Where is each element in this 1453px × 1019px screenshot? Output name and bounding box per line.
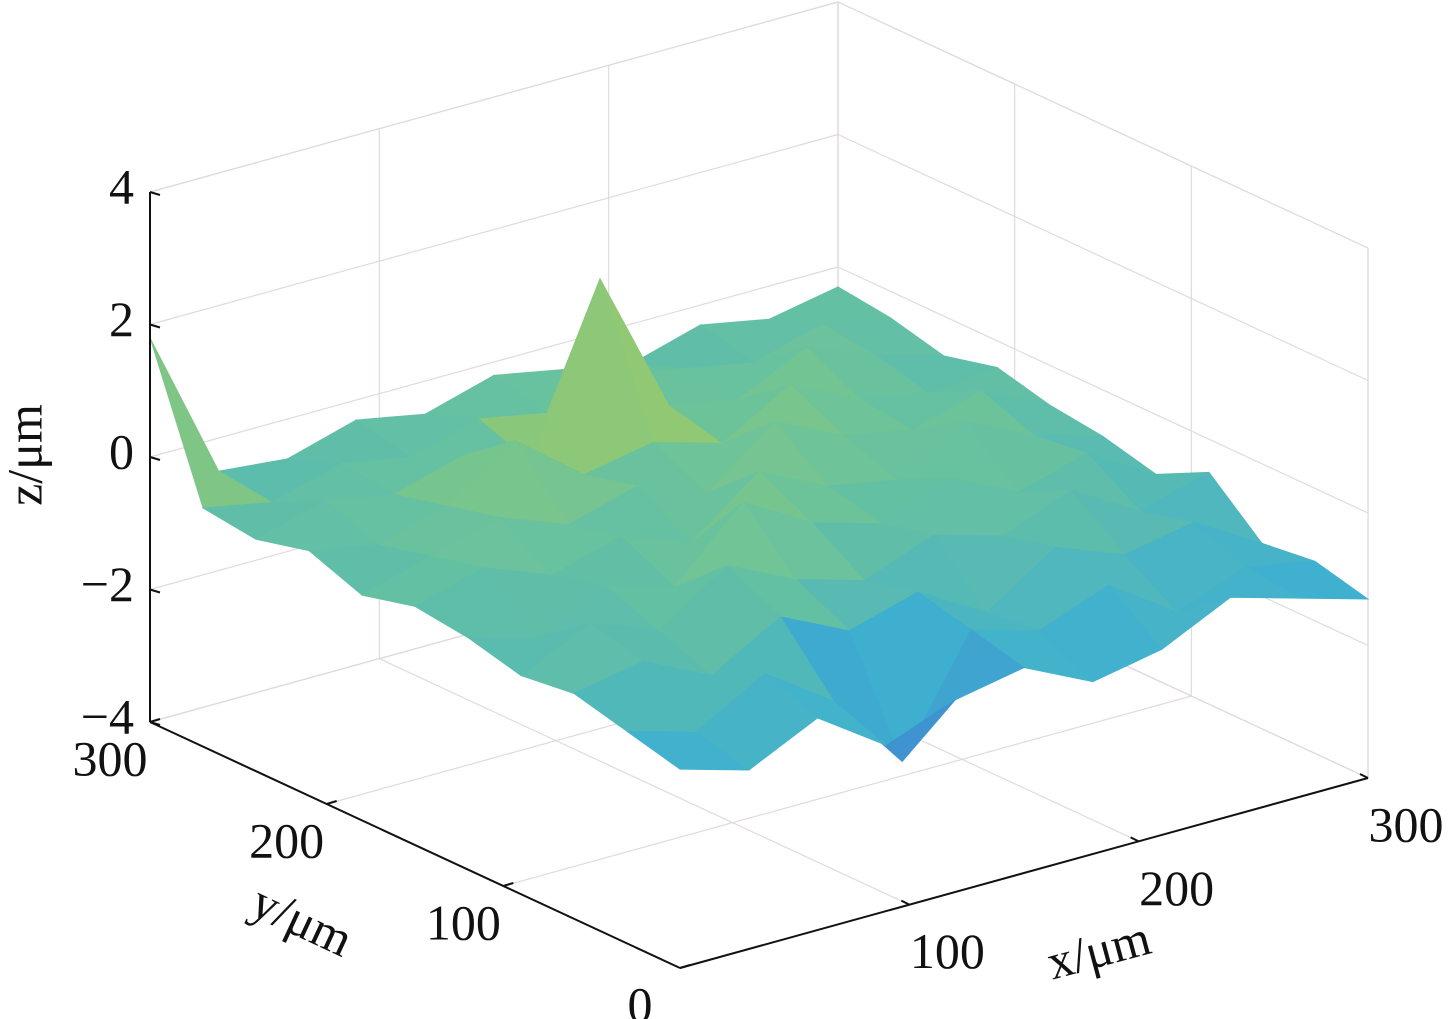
box-edge [837,1,1369,249]
y-axis [149,721,681,969]
surface-cell [767,286,893,325]
x-axis [679,777,1369,969]
z-tick [149,721,161,726]
grid-line [379,658,910,906]
x-tick-label: 100 [910,923,985,979]
x-axis-label: x/μm [1041,909,1157,990]
z-tick [149,323,161,329]
x-tick-label: 200 [1139,860,1214,916]
surface-cell [625,730,751,771]
z-tick [149,588,161,594]
grid-line [837,133,1369,382]
box-edge [149,1,839,193]
z-tick-label: 2 [109,291,134,347]
y-tick-label: 0 [628,976,653,1019]
x-tick [1359,773,1369,779]
z-tick-label: 4 [109,158,134,214]
y-tick [679,964,691,969]
x-tick-label: 300 [1369,796,1444,852]
z-tick [149,456,161,461]
y-tick [326,800,337,805]
y-axis-label: y/μm [243,873,362,968]
z-tick-label: −4 [81,688,134,744]
y-tick-label: 200 [249,812,324,868]
y-tick-label: 300 [73,730,148,786]
grid-line [837,266,1369,514]
z-tick-label: −2 [81,556,134,612]
y-tick [503,882,514,887]
x-tick [900,899,910,906]
grid-line [149,133,839,326]
grid-line [503,695,1192,887]
y-tick-label: 100 [426,894,501,950]
grid-line [149,266,839,458]
z-tick [149,191,161,196]
x-tick [1130,836,1140,843]
z-axis-label: z/μm [0,404,52,506]
z-tick-label: 0 [109,423,134,479]
